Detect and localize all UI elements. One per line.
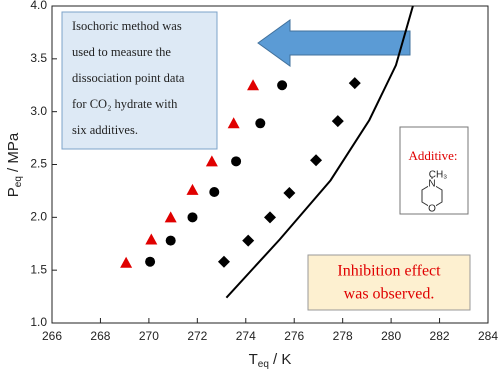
x-label-sub: eq bbox=[258, 359, 269, 370]
point bbox=[205, 155, 218, 167]
note-text: for CO₂ hydrate with bbox=[72, 97, 178, 111]
atom-n: N bbox=[428, 179, 435, 190]
y-tick-label: 3.0 bbox=[30, 104, 47, 118]
y-axis-label: Peq / MPa bbox=[5, 132, 24, 197]
label-bg bbox=[428, 204, 436, 213]
point bbox=[277, 80, 288, 91]
x-tick-label: 272 bbox=[187, 329, 207, 343]
x-tick-label: 266 bbox=[42, 329, 62, 343]
point bbox=[283, 187, 296, 200]
additive-title: Additive: bbox=[408, 148, 457, 163]
x-tick-label: 268 bbox=[90, 329, 110, 343]
x-tick-label: 282 bbox=[430, 329, 450, 343]
x-label-main: T bbox=[249, 351, 258, 368]
point bbox=[120, 256, 133, 268]
y-tick-label: 3.5 bbox=[30, 51, 47, 65]
fit-curve bbox=[225, 5, 414, 299]
point bbox=[310, 154, 323, 167]
point bbox=[348, 77, 361, 90]
atom-o: O bbox=[428, 204, 436, 215]
y-tick-label: 2.5 bbox=[30, 157, 47, 171]
methyl: CH₃ bbox=[429, 170, 448, 181]
point bbox=[165, 235, 176, 246]
x-tick-label: 276 bbox=[284, 329, 304, 343]
note-text: dissociation point data bbox=[72, 71, 185, 85]
effect-text: Inhibition effect bbox=[337, 263, 441, 280]
y-tick-label: 2.0 bbox=[30, 210, 47, 224]
point bbox=[247, 79, 260, 91]
y-label-main: P bbox=[5, 187, 22, 197]
point bbox=[331, 115, 344, 128]
point bbox=[242, 234, 255, 247]
y-tick-label: 1.0 bbox=[30, 315, 47, 329]
y-tick-label: 4.0 bbox=[30, 0, 47, 12]
y-label-sub: eq bbox=[13, 176, 24, 187]
point bbox=[186, 183, 199, 195]
note-text: used to measure the bbox=[72, 45, 171, 59]
point bbox=[264, 211, 276, 224]
x-tick-label: 270 bbox=[139, 329, 159, 343]
note-box bbox=[61, 11, 218, 150]
note-text: six additives. bbox=[72, 123, 138, 137]
additive-box bbox=[399, 126, 469, 215]
x-tick-label: 274 bbox=[236, 329, 256, 343]
y-tick-label: 1.5 bbox=[30, 262, 47, 276]
x-tick-label: 280 bbox=[381, 329, 401, 343]
effect-text: was observed. bbox=[344, 286, 435, 303]
x-tick-label: 278 bbox=[333, 329, 353, 343]
point bbox=[231, 156, 242, 167]
note-text: Isochoric method was bbox=[72, 19, 182, 33]
effect-box bbox=[307, 254, 471, 311]
x-label-unit: / K bbox=[269, 351, 292, 368]
point bbox=[255, 118, 266, 129]
x-tick-label: 284 bbox=[478, 329, 498, 343]
point bbox=[164, 211, 177, 223]
point bbox=[227, 117, 240, 129]
y-label-unit: / MPa bbox=[5, 132, 22, 176]
point bbox=[145, 233, 158, 245]
label-bg bbox=[428, 179, 436, 188]
point bbox=[145, 256, 156, 267]
x-axis-label: Teq / K bbox=[249, 351, 292, 370]
point bbox=[209, 186, 220, 197]
point bbox=[187, 212, 198, 223]
point bbox=[217, 255, 230, 268]
arrow bbox=[257, 19, 411, 67]
